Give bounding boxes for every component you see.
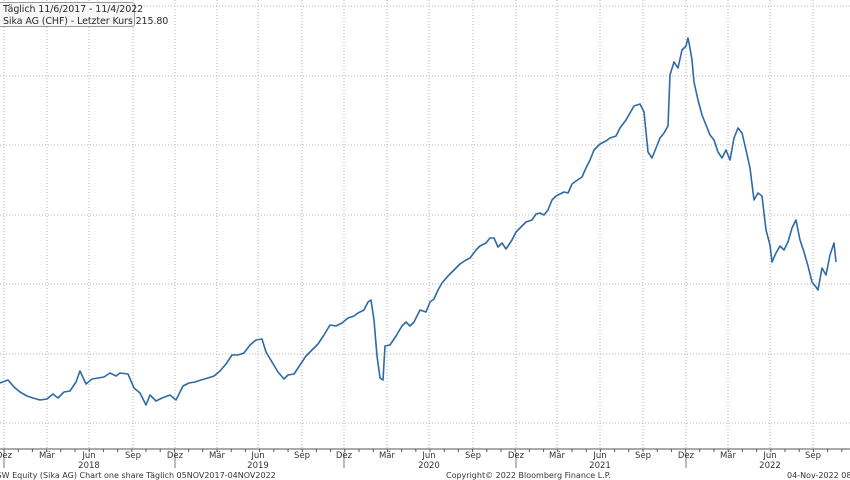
year-separators xyxy=(3,452,687,468)
horizontal-gridlines xyxy=(0,5,850,424)
x-tick-label: Jun xyxy=(82,451,96,461)
x-tick-label: Dez xyxy=(0,451,13,461)
x-tick-label: Jun xyxy=(763,451,777,461)
x-tick-label: Mär xyxy=(208,451,226,461)
legend-box: Täglich 11/6/2017 - 11/4/2022 Sika AG (C… xyxy=(0,2,169,27)
x-tick-label: Dez xyxy=(335,451,353,461)
x-tick-label: Dez xyxy=(677,451,695,461)
footer-copyright: Copyright© 2022 Bloomberg Finance L.P. xyxy=(446,471,611,480)
legend-date-range: Täglich 11/6/2017 - 11/4/2022 xyxy=(3,4,144,15)
x-tick-label: Mär xyxy=(719,451,737,461)
footer-security-info: SIKA SW Equity (Sika AG) Chart one share… xyxy=(0,471,276,480)
x-tick-label: Sep xyxy=(464,451,482,461)
legend-series-label: Sika AG (CHF) - Letzter Kurs 215.80 xyxy=(3,16,169,27)
x-tick-label: Jun xyxy=(593,451,607,461)
x-tick-label: Dez xyxy=(166,451,184,461)
x-tick-label: Mär xyxy=(378,451,396,461)
x-tick-label: Mär xyxy=(38,451,56,461)
x-tick-label: Sep xyxy=(124,451,142,461)
x-year-label: 2020 xyxy=(418,461,440,471)
x-tick-label: Sep xyxy=(634,451,652,461)
x-year-label: 2022 xyxy=(759,461,781,471)
footer-timestamp: 04-Nov-2022 08: xyxy=(787,471,850,480)
x-tick-label: Sep xyxy=(804,451,822,461)
x-tick-label: Dez xyxy=(507,451,525,461)
x-tick-label: Jun xyxy=(422,451,436,461)
vertical-gridlines xyxy=(3,0,814,449)
x-tick-label: Mär xyxy=(548,451,566,461)
x-year-label: 2018 xyxy=(78,461,100,471)
x-tick-label: Sep xyxy=(293,451,311,461)
x-year-label: 2019 xyxy=(247,461,269,471)
price-line xyxy=(0,37,837,406)
x-tick-label: Jun xyxy=(251,451,265,461)
x-axis xyxy=(0,448,850,468)
x-year-label: 2021 xyxy=(589,461,611,471)
